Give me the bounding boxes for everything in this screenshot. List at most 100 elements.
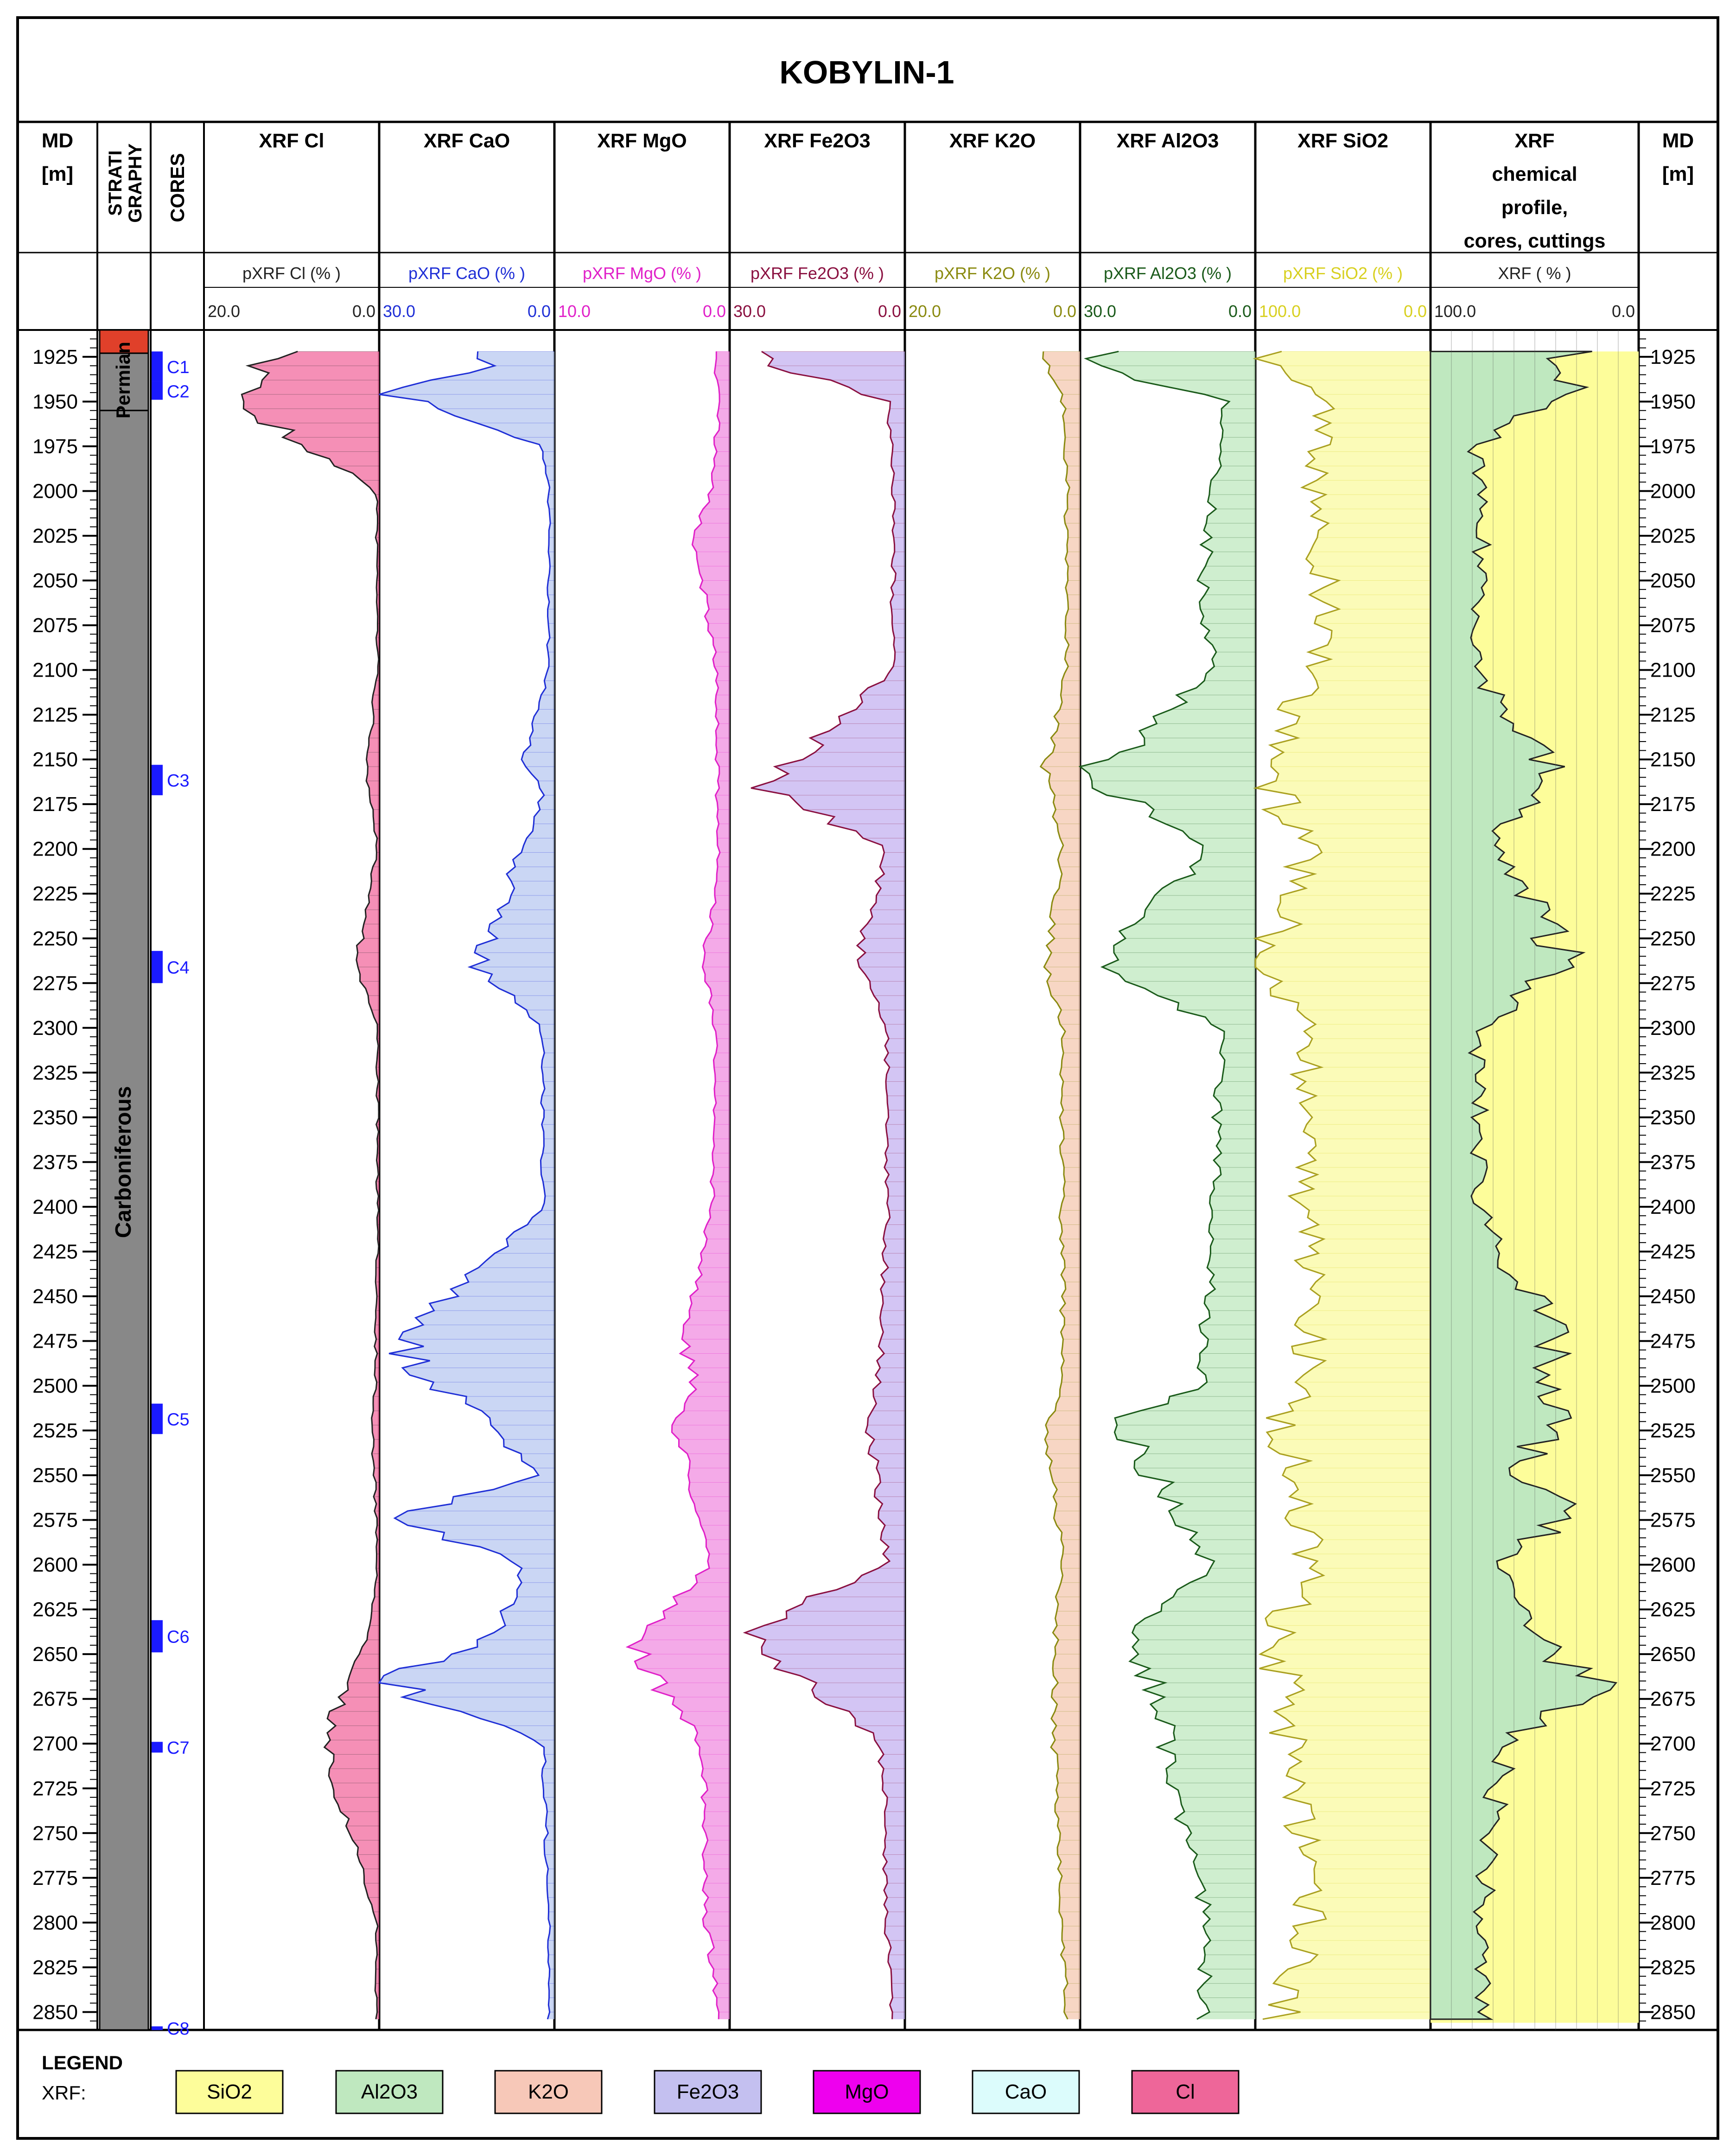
depth-label: 2850 [1650,2001,1696,2023]
track-scale-max-k2o: 0.0 [1053,302,1076,321]
depth-label: 2375 [32,1151,78,1173]
depth-label: 2225 [32,882,78,905]
legend-title: LEGEND [42,2052,123,2074]
track-scale-min-mgo: 10.0 [558,302,591,321]
track-scale-min-sio2: 100.0 [1259,302,1301,321]
depth-label: 2700 [1650,1732,1696,1755]
depth-label: 2775 [1650,1867,1696,1890]
track-title-al2o3: XRF Al2O3 [1117,130,1219,152]
track-unit-cl: pXRF Cl (% ) [242,264,341,283]
curve-fill-al2o3 [1080,351,1255,2019]
md-header-label: MD [42,129,73,152]
depth-label: 2350 [1650,1106,1696,1129]
depth-label: 2150 [1650,748,1696,771]
legend-swatch [175,2070,284,2114]
track-scale-max-cl: 0.0 [352,302,375,321]
track-title-cao: XRF CaO [424,130,510,152]
legend-swatch [813,2070,921,2114]
depth-label: 2450 [32,1285,78,1308]
curve-line-k2o [1039,351,1070,2020]
depth-label: 2475 [32,1330,78,1352]
core-box [152,381,163,400]
track-title-sio2: XRF SiO2 [1297,130,1388,152]
depth-label: 2025 [32,525,78,547]
depth-scale-right: 1925 1950 1975 2000 2025 2050 2075 2100 2125 2150… [1639,330,1696,2030]
strat-unit [99,352,149,412]
depth-label: 2725 [32,1777,78,1800]
track-title-cl: XRF Cl [259,130,324,152]
legend-label: CaO [1005,2080,1047,2103]
depth-label: 2175 [1650,793,1696,816]
depth-label: 2325 [1650,1061,1696,1084]
track-unit-mgo: pXRF MgO (% ) [583,264,701,283]
depth-label: 2550 [32,1464,78,1487]
core-label: C1 [167,358,190,377]
depth-label: 2600 [32,1554,78,1576]
track-scale-min-k2o: 20.0 [909,302,941,321]
depth-label: 2625 [1650,1598,1696,1621]
depth-label: 2025 [1650,525,1696,547]
depth-label: 2000 [1650,480,1696,502]
curve-fill-cl [242,351,379,2019]
depth-label: 2650 [1650,1643,1696,1666]
track-scale-max-fe2o3: 0.0 [878,302,901,321]
depth-label: 1950 [32,390,78,413]
strat-unit [99,410,149,2031]
depth-label: 2150 [32,748,78,771]
depth-label: 2825 [1650,1956,1696,1979]
depth-label: 2400 [32,1196,78,1218]
depth-label: 1925 [32,346,78,368]
depth-label: 2800 [32,1911,78,1934]
depth-label: 1925 [1650,346,1696,368]
curve-line-cl [241,350,380,2020]
depth-label: 2600 [1650,1554,1696,1576]
depth-label: 2775 [32,1867,78,1890]
core-label: C3 [167,771,190,791]
legend: LEGEND XRF: SiO2 Al2O3 K2O Fe2O3 MgO CaO Cl [42,2052,1240,2114]
track-scale-max-mgo: 0.0 [703,302,726,321]
track-unit-fe2o3: pXRF Fe2O3 (% ) [750,264,884,283]
depth-label: 2575 [32,1509,78,1532]
track-scale-min-cl: 20.0 [208,302,240,321]
legend-swatch [335,2070,444,2114]
core-box [152,2026,163,2030]
core-box [152,1403,163,1434]
depth-label: 2300 [1650,1017,1696,1040]
depth-label: 2075 [1650,614,1696,637]
track-scale-max-al2o3: 0.0 [1228,302,1252,321]
curve-fill-sio2 [1255,351,1431,2019]
depth-label: 1950 [1650,390,1696,413]
depth-label: 2125 [32,704,78,726]
depth-label: 2675 [32,1688,78,1711]
depth-label: 2425 [32,1240,78,1263]
depth-label: 2100 [1650,659,1696,682]
depth-label: 2350 [32,1106,78,1129]
md-header-label: MD [1662,129,1694,152]
core-label: C8 [167,2019,190,2039]
depth-label: 2450 [1650,1285,1696,1308]
core-label: C4 [167,958,190,978]
track-title-line: cores, cuttings [1464,230,1606,252]
depth-label: 2575 [1650,1509,1696,1532]
track-scale-max-cao: 0.0 [528,302,551,321]
track-title-line: profile, [1501,197,1568,219]
depth-label: 2225 [1650,882,1696,905]
track-unit-sio2: pXRF SiO2 (% ) [1283,264,1403,283]
depth-label: 2375 [1650,1151,1696,1173]
depth-label: 1975 [1650,435,1696,458]
depth-label: 2650 [32,1643,78,1666]
track-title-k2o: XRF K2O [949,130,1036,152]
strat-label-carboniferous: Carboniferous [111,1086,136,1238]
depth-label: 2675 [1650,1688,1696,1711]
track-scale-min-xrf: 100.0 [1434,302,1476,321]
core-box [152,765,163,795]
curve-fill-mgo [627,351,730,2019]
depth-label: 2325 [32,1061,78,1084]
depth-label: 1975 [32,435,78,458]
core-box [152,951,163,983]
core-box [152,1742,163,1753]
curve-line-mgo [625,351,721,2019]
legend-label: Fe2O3 [677,2080,739,2103]
legend-swatch [494,2070,603,2114]
